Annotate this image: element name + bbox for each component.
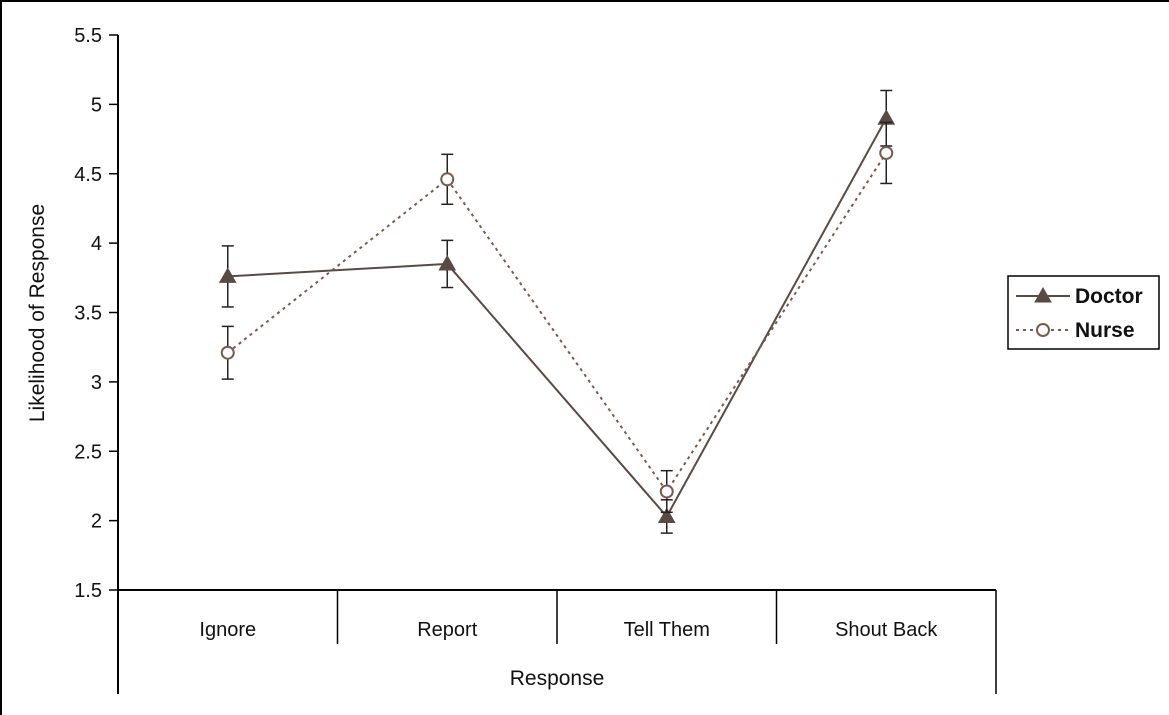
y-tick-label: 3 xyxy=(91,372,102,394)
plot-area xyxy=(218,89,896,534)
nurse-marker xyxy=(879,145,894,160)
y-ticks: 1.5 2 2.5 3 3.5 4 4.5 5 5.5 xyxy=(74,25,118,602)
x-axis-label: Response xyxy=(510,667,605,690)
series-doctor xyxy=(218,89,896,534)
y-tick-label: 2 xyxy=(91,511,102,533)
legend-box xyxy=(1007,275,1160,350)
y-axis-label: Likelihood of Response xyxy=(26,204,49,422)
doctor-marker xyxy=(657,507,676,523)
y-tick-label: 3.5 xyxy=(74,303,102,325)
x-tick-label: Ignore xyxy=(199,619,256,641)
doctor-marker xyxy=(1034,286,1052,303)
legend: Doctor Nurse xyxy=(1007,275,1160,350)
nurse-marker xyxy=(659,484,674,499)
series-nurse xyxy=(220,121,894,514)
nurse-marker xyxy=(220,345,235,360)
series-line xyxy=(227,117,888,519)
legend-label: Nurse xyxy=(1075,319,1135,342)
nurse-marker xyxy=(1036,323,1050,337)
y-tick-label: 5.5 xyxy=(74,25,102,47)
legend-label: Doctor xyxy=(1075,285,1143,308)
doctor-marker xyxy=(438,254,457,271)
y-tick-label: 1.5 xyxy=(74,580,102,602)
x-tick-label: Report xyxy=(417,619,477,641)
x-tick-label: Tell Them xyxy=(624,619,710,641)
x-ticks: Ignore Report Tell Them Shout Back xyxy=(199,590,997,694)
series-line xyxy=(227,152,888,494)
nurse-marker xyxy=(440,172,455,187)
y-tick-label: 2.5 xyxy=(74,441,102,463)
y-tick-label: 4 xyxy=(91,233,102,255)
doctor-marker xyxy=(218,267,237,283)
x-tick-label: Shout Back xyxy=(835,619,938,641)
y-tick-label: 5 xyxy=(91,94,102,116)
y-tick-label: 4.5 xyxy=(74,164,102,186)
